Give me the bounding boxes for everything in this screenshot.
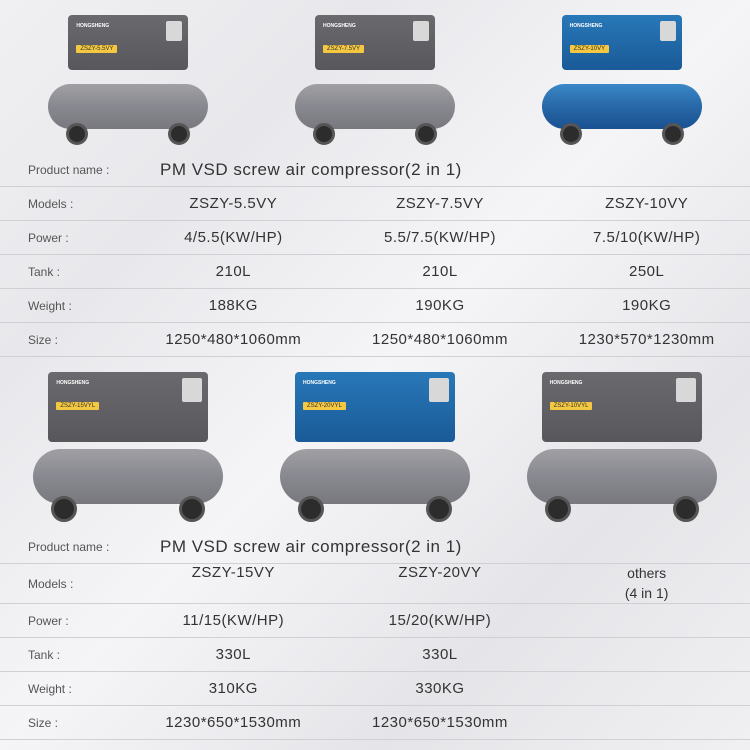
value-size: 1230*570*1230mm: [543, 331, 750, 348]
compressor-4: HONGSHENG ZSZY-15VYL: [33, 372, 223, 522]
value-tank: 330L: [337, 646, 544, 663]
label-power: Power :: [0, 614, 130, 628]
product-images-2: HONGSHENGZSZY-15VYL HONGSHENGZSZY-20VYL …: [0, 357, 750, 530]
row-power-1: Power : 4/5.5(KW/HP) 5.5/7.5(KW/HP) 7.5/…: [0, 221, 750, 255]
row-models-1: Models : ZSZY-5.5VY ZSZY-7.5VY ZSZY-10VY: [0, 187, 750, 221]
value-size: 1250*480*1060mm: [130, 331, 337, 348]
value-model: ZSZY-20VY: [337, 564, 544, 603]
model-badge: ZSZY-10VYL: [550, 402, 593, 410]
section-2: HONGSHENGZSZY-15VYL HONGSHENGZSZY-20VYL …: [0, 357, 750, 740]
row-product-name-2: Product name : PM VSD screw air compress…: [0, 530, 750, 564]
value-model: ZSZY-10VY: [543, 195, 750, 212]
model-badge: ZSZY-7.5VY: [323, 45, 364, 53]
value-model: ZSZY-15VY: [130, 564, 337, 603]
model-badge: ZSZY-5.5VY: [76, 45, 117, 53]
label-power: Power :: [0, 231, 130, 245]
value-weight: 330KG: [337, 680, 544, 697]
value-power: 11/15(KW/HP): [130, 612, 337, 629]
value-weight: 188KG: [130, 297, 337, 314]
row-tank-2: Tank : 330L 330L: [0, 638, 750, 672]
value-power: 5.5/7.5(KW/HP): [337, 229, 544, 246]
value-weight: 190KG: [543, 297, 750, 314]
value-power: 4/5.5(KW/HP): [130, 229, 337, 246]
model-badge: ZSZY-15VYL: [56, 402, 99, 410]
value-tank: 250L: [543, 263, 750, 280]
value-tank: 330L: [130, 646, 337, 663]
value-weight: 310KG: [130, 680, 337, 697]
product-images-1: HONGSHENGZSZY-5.5VY HONGSHENGZSZY-7.5VY …: [0, 0, 750, 153]
compressor-3: HONGSHENG ZSZY-10VY: [542, 15, 702, 145]
compressor-1: HONGSHENG ZSZY-5.5VY: [48, 15, 208, 145]
model-badge: ZSZY-10VY: [570, 45, 609, 53]
value-tank: 210L: [130, 263, 337, 280]
model-badge: ZSZY-20VYL: [303, 402, 346, 410]
row-weight-1: Weight : 188KG 190KG 190KG: [0, 289, 750, 323]
compressor-2: HONGSHENG ZSZY-7.5VY: [295, 15, 455, 145]
label-product-name: Product name :: [0, 540, 130, 554]
label-size: Size :: [0, 716, 130, 730]
value-size: 1230*650*1530mm: [337, 714, 544, 731]
value-size: 1230*650*1530mm: [130, 714, 337, 731]
brand-label: HONGSHENG: [323, 23, 356, 29]
value-size: 1250*480*1060mm: [337, 331, 544, 348]
label-product-name: Product name :: [0, 163, 130, 177]
brand-label: HONGSHENG: [303, 380, 336, 386]
row-power-2: Power : 11/15(KW/HP) 15/20(KW/HP): [0, 604, 750, 638]
label-weight: Weight :: [0, 682, 130, 696]
label-tank: Tank :: [0, 648, 130, 662]
brand-label: HONGSHENG: [56, 380, 89, 386]
compressor-5: HONGSHENG ZSZY-20VYL: [280, 372, 470, 522]
value-product-name: PM VSD screw air compressor(2 in 1): [130, 160, 750, 180]
brand-label: HONGSHENG: [550, 380, 583, 386]
compressor-6: HONGSHENG ZSZY-10VYL: [527, 372, 717, 522]
brand-label: HONGSHENG: [570, 23, 603, 29]
section-1: HONGSHENGZSZY-5.5VY HONGSHENGZSZY-7.5VY …: [0, 0, 750, 357]
value-weight: 190KG: [337, 297, 544, 314]
row-tank-1: Tank : 210L 210L 250L: [0, 255, 750, 289]
brand-label: HONGSHENG: [76, 23, 109, 29]
value-power: 15/20(KW/HP): [337, 612, 544, 629]
label-models: Models :: [0, 577, 130, 591]
row-size-2: Size : 1230*650*1530mm 1230*650*1530mm: [0, 706, 750, 740]
row-size-1: Size : 1250*480*1060mm 1250*480*1060mm 1…: [0, 323, 750, 357]
row-weight-2: Weight : 310KG 330KG: [0, 672, 750, 706]
others-label: others (4 in 1): [543, 564, 750, 603]
value-model: ZSZY-7.5VY: [337, 195, 544, 212]
label-weight: Weight :: [0, 299, 130, 313]
value-power: 7.5/10(KW/HP): [543, 229, 750, 246]
label-models: Models :: [0, 197, 130, 211]
label-tank: Tank :: [0, 265, 130, 279]
value-product-name: PM VSD screw air compressor(2 in 1): [130, 537, 750, 557]
row-product-name-1: Product name : PM VSD screw air compress…: [0, 153, 750, 187]
row-models-2: Models : ZSZY-15VY ZSZY-20VY others (4 i…: [0, 564, 750, 604]
value-tank: 210L: [337, 263, 544, 280]
label-size: Size :: [0, 333, 130, 347]
value-model: ZSZY-5.5VY: [130, 195, 337, 212]
